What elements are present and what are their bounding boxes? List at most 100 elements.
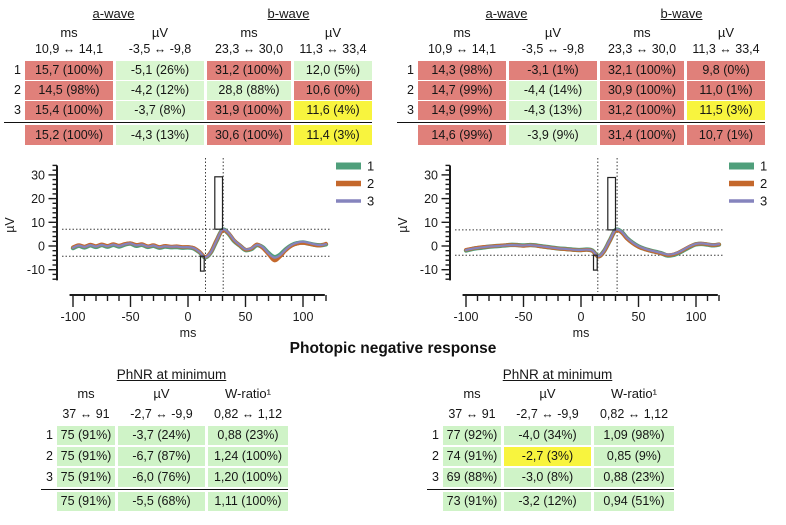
wave-group-label: a-wave: [92, 6, 135, 21]
range-label: 23,3 ↔ 30,0: [607, 42, 677, 56]
y-tick-label: 30: [31, 168, 45, 182]
unit-label: ms: [77, 386, 95, 401]
phnr-summary-cell: -3,2 (12%): [504, 492, 591, 511]
phnr-cell: 74 (91%): [443, 447, 501, 466]
range-label: 10,9 ↔ 14,1: [34, 42, 104, 56]
wave-summary-cell: -3,9 (9%): [509, 125, 597, 145]
spacer: [427, 384, 440, 403]
phnr-summary-cell: 75 (91%): [57, 492, 115, 511]
range-label: -2,7 ↔ -9,9: [130, 407, 193, 421]
unit-label: W-ratio¹: [225, 386, 271, 401]
spacer: [41, 492, 54, 511]
phnr-cell: 1,24 (100%): [208, 447, 288, 466]
range-label: 23,3 ↔ 30,0: [214, 42, 284, 56]
phnr-table-right: PhNR at minimum ms µV W-ratio¹ 37 ↔ 91 -2,7 ↔…: [427, 367, 674, 513]
wave-summary-cell: -4,3 (13%): [116, 125, 204, 145]
spacer: [4, 41, 22, 57]
wave-cell: 15,7 (100%): [25, 61, 113, 80]
spacer: [4, 25, 22, 40]
reference-range-box: [607, 176, 617, 231]
phnr-summary-cell: -5,5 (68%): [118, 492, 205, 511]
spacer: [4, 125, 22, 145]
x-tick-label: -50: [121, 310, 139, 324]
spacer: [427, 405, 440, 424]
summary-divider: [397, 122, 765, 123]
spacer: [397, 25, 415, 40]
waveform-trace-3: [71, 228, 328, 259]
phnr-cell: 75 (91%): [57, 447, 115, 466]
summary-divider: [4, 122, 372, 123]
legend-label: 2: [760, 176, 767, 191]
range-label: 11,3 ↔ 33,4: [692, 42, 760, 56]
row-number: 2: [432, 449, 439, 463]
wave-cell: -3,7 (8%): [116, 101, 204, 120]
wave-summary-cell: 14,6 (99%): [418, 125, 506, 145]
spacer: [397, 41, 415, 57]
wave-cell: 31,2 (100%): [600, 101, 684, 120]
phnr-cell: -3,7 (24%): [118, 426, 205, 445]
legend-label: 1: [367, 159, 374, 174]
spacer: [427, 492, 440, 511]
unit-label: µV: [324, 25, 342, 40]
x-tick-label: 0: [578, 310, 585, 324]
wave-group-label: a-wave: [485, 6, 528, 21]
unit-label: ms: [633, 25, 651, 40]
phnr-summary-cell: 1,11 (100%): [208, 492, 288, 511]
unit-label: W-ratio¹: [611, 386, 657, 401]
row-number: 1: [14, 63, 21, 77]
y-tick-label: -10: [27, 263, 45, 277]
y-axis-title: µV: [396, 217, 410, 233]
range-label: 11,3 ↔ 33,4: [299, 42, 367, 56]
legend-label: 3: [760, 194, 767, 209]
spacer: [397, 5, 414, 25]
x-axis-title: ms: [573, 326, 590, 340]
wave-cell: 31,2 (100%): [207, 61, 291, 80]
phnr-cell: 0,85 (9%): [594, 447, 674, 466]
wave-summary-cell: 10,7 (1%): [687, 125, 765, 145]
unit-label: ms: [240, 25, 258, 40]
range-label: 10,9 ↔ 14,1: [427, 42, 497, 56]
phnr-cell: -6,7 (87%): [118, 447, 205, 466]
legend-label: 2: [367, 176, 374, 191]
wave-group-label: b-wave: [660, 6, 703, 21]
phnr-cell: 1,20 (100%): [208, 468, 288, 487]
range-label: 37 ↔ 91: [448, 407, 496, 421]
x-tick-label: -100: [60, 310, 85, 324]
wave-cell: -5,1 (26%): [116, 61, 204, 80]
row-number: 3: [432, 470, 439, 484]
row-number: 3: [407, 103, 414, 117]
unit-label: µV: [717, 25, 735, 40]
y-tick-label: 30: [424, 168, 438, 182]
unit-label: µV: [539, 386, 556, 401]
unit-label: ms: [453, 25, 471, 40]
section-title: Photopic negative response: [289, 340, 497, 357]
phnr-cell: 1,09 (98%): [594, 426, 674, 445]
x-tick-label: 50: [239, 310, 253, 324]
range-label: 37 ↔ 91: [62, 407, 110, 421]
row-number: 3: [14, 103, 21, 117]
reference-range-box: [199, 255, 205, 272]
phnr-table-title: PhNR at minimum: [502, 367, 613, 382]
wave-table-right: a-wave b-wave ms µV ms µV 10,9 ↔ 14,1 -3,5 ↔ -9…: [397, 5, 765, 146]
range-label: 0,82 ↔ 1,12: [599, 407, 669, 421]
phnr-cell: 69 (88%): [443, 468, 501, 487]
phnr-summary-cell: 73 (91%): [443, 492, 501, 511]
wave-summary-cell: 11,4 (3%): [294, 125, 372, 145]
unit-label: µV: [153, 386, 170, 401]
x-tick-label: -50: [514, 310, 532, 324]
y-tick-label: 10: [31, 216, 45, 230]
wave-cell: 14,3 (98%): [418, 61, 506, 80]
row-number: 1: [407, 63, 414, 77]
phnr-cell: 0,88 (23%): [208, 426, 288, 445]
wave-cell: 14,7 (99%): [418, 81, 506, 100]
phnr-cell: 75 (91%): [57, 426, 115, 445]
row-number: 2: [14, 83, 21, 97]
range-label: -3,5 ↔ -9,8: [521, 42, 585, 56]
unit-label: µV: [544, 25, 562, 40]
wave-group-header: a-wave b-wave: [4, 5, 372, 25]
range-label: -3,5 ↔ -9,8: [128, 42, 192, 56]
spacer: [4, 5, 21, 25]
wave-cell: -4,3 (13%): [509, 101, 597, 120]
phnr-cell: 0,88 (23%): [594, 468, 674, 487]
